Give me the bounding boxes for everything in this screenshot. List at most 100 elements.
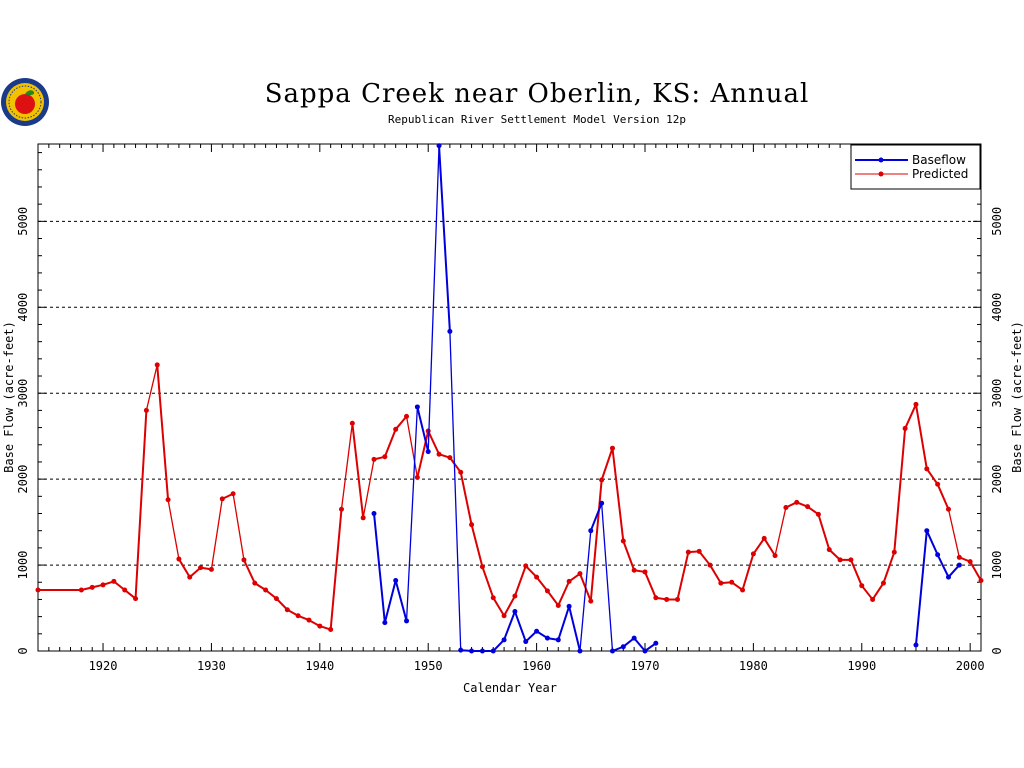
predicted-point <box>349 420 355 426</box>
predicted-line-segment <box>546 589 560 607</box>
y-axis-label-right: Base Flow (acre-feet) <box>1010 321 1024 473</box>
predicted-point <box>143 407 149 413</box>
baseflow-point <box>479 648 485 654</box>
predicted-line-segment <box>416 430 430 479</box>
predicted-point <box>675 596 681 602</box>
predicted-line-segment <box>340 422 353 510</box>
y-tick-label-right: 1000 <box>990 551 1004 580</box>
predicted-point <box>360 515 366 521</box>
predicted-line-segment <box>535 576 549 592</box>
predicted-point <box>458 469 464 475</box>
legend-box <box>850 144 981 190</box>
baseflow-line-segment <box>914 529 928 646</box>
apple-icon <box>15 94 35 114</box>
predicted-point <box>783 504 789 510</box>
baseflow-point <box>956 562 962 568</box>
predicted-point <box>967 559 973 565</box>
baseflow-line-segment <box>405 406 419 622</box>
baseflow-line-segment <box>438 144 451 333</box>
predicted-line-segment <box>969 560 982 582</box>
baseflow-line-segment <box>600 502 614 652</box>
x-tick-label: 1930 <box>197 659 226 673</box>
predicted-point <box>490 595 496 601</box>
predicted-point <box>880 580 886 586</box>
predicted-line-segment <box>459 471 473 526</box>
predicted-point <box>956 554 962 560</box>
predicted-point <box>729 579 735 585</box>
x-axis-label: Calendar Year <box>463 681 557 695</box>
predicted-point <box>100 582 106 588</box>
predicted-line-segment <box>849 558 863 587</box>
predicted-point <box>263 587 269 593</box>
predicted-line-segment <box>557 580 571 607</box>
predicted-line-segment <box>232 493 245 561</box>
baseflow-point <box>414 404 420 410</box>
baseflow-point <box>631 635 637 641</box>
predicted-line-segment <box>947 508 960 558</box>
baseflow-point <box>566 603 572 609</box>
predicted-line-segment <box>383 428 397 458</box>
predicted-point <box>935 481 941 487</box>
predicted-line-segment <box>492 596 506 617</box>
predicted-point <box>599 477 605 483</box>
predicted-point <box>555 602 561 608</box>
predicted-line-segment <box>481 565 495 599</box>
logo-inner-text-ring <box>8 85 42 119</box>
legend-marker-predicted <box>878 171 884 177</box>
predicted-line-segment <box>752 537 766 555</box>
predicted-point <box>913 401 919 407</box>
predicted-line-segment <box>698 550 712 567</box>
predicted-point <box>241 557 247 563</box>
predicted-point <box>111 578 117 584</box>
baseflow-line-segment <box>579 530 592 652</box>
baseflow-line-segment <box>936 553 950 579</box>
predicted-line-segment <box>589 478 603 603</box>
baseflow-line-segment <box>947 564 961 579</box>
y-tick-label-left: 4000 <box>16 293 30 322</box>
y-tick-label-left: 5000 <box>16 207 30 236</box>
predicted-point <box>805 504 811 510</box>
predicted-line-segment <box>427 430 441 456</box>
predicted-point <box>826 547 832 553</box>
predicted-point <box>425 428 431 434</box>
baseflow-point <box>913 642 919 648</box>
baseflow-line-segment <box>373 512 386 624</box>
baseflow-line-segment <box>557 605 571 641</box>
predicted-line-segment <box>177 558 191 579</box>
predicted-line-segment <box>914 403 928 470</box>
predicted-line-segment <box>329 508 343 631</box>
predicted-line-segment <box>600 447 614 481</box>
predicted-point <box>284 607 290 613</box>
baseflow-point <box>382 620 388 626</box>
predicted-line-segment <box>503 595 516 617</box>
predicted-line-segment <box>275 597 289 611</box>
predicted-point <box>761 535 767 541</box>
predicted-point <box>208 566 214 572</box>
series-layer <box>35 143 984 654</box>
predicted-point <box>230 491 236 497</box>
predicted-line-segment <box>362 458 375 519</box>
predicted-point <box>252 580 258 586</box>
predicted-point <box>631 567 637 573</box>
predicted-point <box>198 565 204 571</box>
baseflow-point <box>393 578 399 584</box>
predicted-point <box>544 588 550 594</box>
baseflow-line-segment <box>383 579 397 624</box>
baseflow-point <box>458 647 464 653</box>
predicted-point <box>219 496 225 502</box>
y-tick-label-left: 3000 <box>16 379 30 408</box>
predicted-point <box>501 613 507 619</box>
predicted-point <box>848 557 854 563</box>
y-axis-label-left: Base Flow (acre-feet) <box>2 321 16 473</box>
predicted-line-segment <box>611 447 625 543</box>
predicted-line-segment <box>774 506 787 557</box>
predicted-line-segment <box>448 456 462 474</box>
baseflow-point <box>447 328 453 334</box>
predicted-point <box>620 538 626 544</box>
predicted-point <box>273 596 279 602</box>
predicted-line-segment <box>145 364 158 412</box>
y-tick-label-right: 3000 <box>990 379 1004 408</box>
predicted-point <box>924 466 930 472</box>
baseflow-point <box>544 635 550 641</box>
predicted-point <box>696 548 702 554</box>
